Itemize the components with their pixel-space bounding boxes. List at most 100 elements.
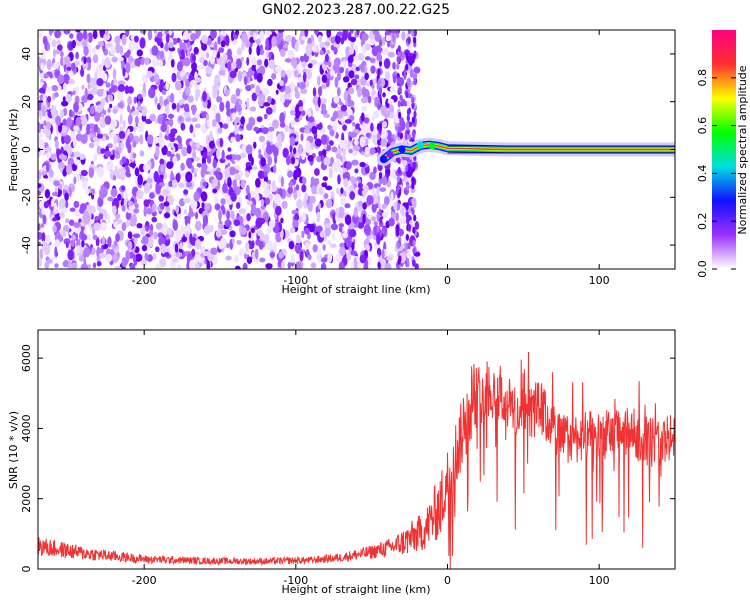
noise-dot	[294, 90, 300, 99]
noise-dot	[176, 61, 183, 72]
noise-streak	[377, 123, 381, 131]
noise-dot	[201, 34, 209, 44]
noise-dot	[214, 196, 219, 206]
noise-dot	[83, 247, 91, 258]
noise-dot	[46, 42, 51, 51]
noise-dot	[82, 30, 88, 40]
noise-dot	[279, 121, 286, 128]
noise-streak	[411, 208, 415, 216]
noise-dot	[38, 183, 42, 188]
noise-dot	[51, 84, 59, 92]
noise-dot	[80, 169, 88, 177]
noise-dot	[48, 169, 54, 178]
noise-dot	[316, 211, 321, 223]
noise-dot	[186, 223, 191, 233]
noise-dot	[89, 105, 95, 115]
noise-dot	[114, 35, 121, 45]
noise-dot	[60, 100, 69, 107]
noise-dot	[289, 227, 296, 234]
noise-dot	[290, 156, 296, 165]
noise-dot	[253, 32, 257, 41]
noise-dot	[300, 133, 304, 142]
noise-dot	[381, 176, 388, 186]
noise-dot	[274, 65, 282, 73]
noise-dot	[170, 170, 174, 182]
noise-dot	[40, 223, 45, 228]
noise-dot	[177, 143, 183, 149]
noise-dot	[357, 261, 361, 269]
noise-dot	[246, 213, 251, 222]
noise-dot	[265, 30, 270, 36]
noise-dot	[92, 81, 98, 91]
noise-dot	[295, 167, 302, 178]
noise-dot	[149, 229, 154, 236]
noise-dot	[160, 124, 167, 133]
noise-streak	[405, 202, 409, 210]
noise-dot	[230, 30, 235, 42]
noise-dot	[318, 86, 323, 97]
noise-dot	[152, 57, 160, 67]
noise-dot	[98, 213, 104, 220]
noise-dot	[166, 161, 174, 170]
noise-dot	[143, 205, 147, 217]
noise-dot	[125, 211, 132, 220]
noise-dot	[154, 73, 160, 84]
noise-dot	[188, 211, 195, 217]
noise-dot	[364, 146, 370, 155]
noise-dot	[387, 98, 394, 105]
noise-dot	[254, 207, 262, 217]
noise-streak	[411, 56, 415, 64]
noise-dot	[222, 53, 228, 62]
noise-dot	[83, 45, 89, 57]
noise-dot	[203, 225, 211, 235]
noise-dot	[127, 240, 133, 251]
noise-dot	[261, 142, 266, 151]
noise-dot	[93, 222, 101, 231]
noise-dot	[272, 119, 279, 129]
noise-dot	[348, 87, 355, 95]
noise-dot	[302, 177, 307, 185]
noise-dot	[296, 237, 302, 244]
noise-dot	[338, 223, 345, 228]
noise-dot	[60, 146, 64, 154]
noise-dot	[257, 170, 265, 180]
noise-dot	[147, 30, 153, 41]
noise-streak	[406, 260, 410, 268]
noise-dot	[302, 98, 306, 104]
noise-dot	[219, 101, 225, 113]
noise-dot	[164, 42, 169, 52]
noise-dot	[348, 148, 353, 154]
noise-dot	[52, 224, 57, 233]
noise-dot	[410, 187, 416, 193]
track-blob	[380, 155, 388, 163]
noise-dot	[163, 212, 171, 219]
noise-dot	[218, 209, 222, 221]
noise-dot	[39, 200, 46, 210]
noise-dot	[299, 81, 306, 90]
noise-dot	[363, 117, 370, 124]
noise-dot	[282, 147, 289, 158]
noise-dot	[311, 125, 318, 135]
noise-dot	[110, 188, 118, 198]
noise-dot	[132, 140, 137, 148]
noise-dot	[247, 192, 251, 202]
noise-dot	[51, 39, 57, 48]
noise-dot	[382, 121, 388, 128]
noise-dot	[169, 136, 176, 143]
noise-dot	[347, 93, 351, 105]
noise-dot	[312, 87, 317, 97]
noise-dot	[324, 53, 329, 63]
noise-dot	[134, 167, 140, 177]
noise-dot	[143, 57, 150, 65]
noise-dot	[330, 116, 336, 122]
noise-dot	[246, 97, 250, 110]
noise-dot	[379, 187, 387, 192]
noise-dot	[235, 30, 240, 36]
noise-dot	[332, 232, 335, 242]
noise-dot	[284, 230, 290, 239]
noise-dot	[413, 66, 421, 74]
noise-dot	[239, 170, 244, 177]
noise-dot	[364, 56, 371, 61]
noise-dot	[174, 243, 179, 254]
noise-dot	[342, 76, 350, 83]
